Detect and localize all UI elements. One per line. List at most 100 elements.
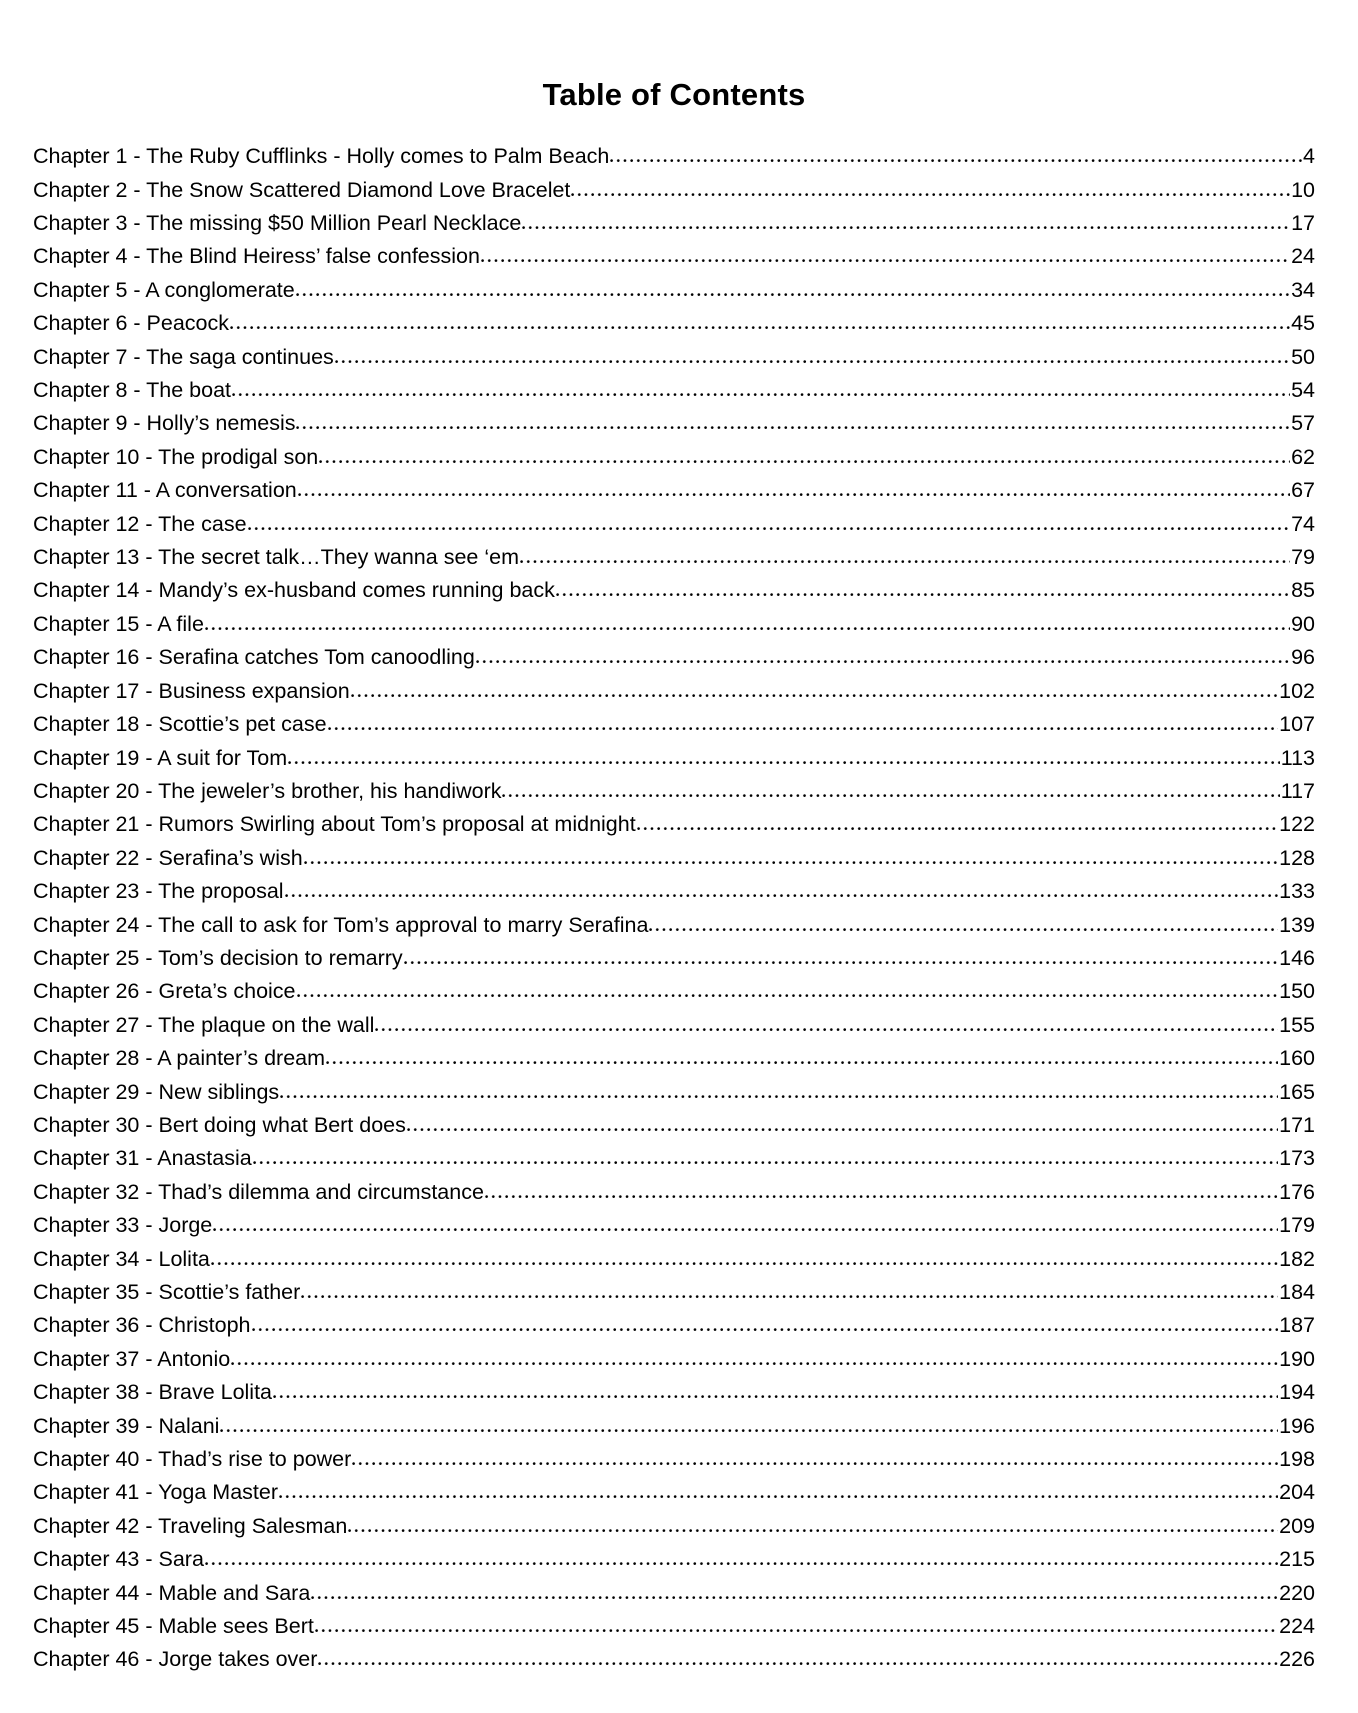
dot-leader (220, 1427, 1279, 1433)
toc-entry[interactable]: Chapter 23 - The proposal 133 (33, 875, 1315, 908)
toc-entry-page-number: 226 (1279, 1647, 1315, 1672)
toc-entry[interactable]: Chapter 3 - The missing $50 Million Pear… (33, 207, 1315, 240)
dot-leader (314, 1628, 1279, 1634)
dot-leader (301, 1294, 1279, 1299)
toc-entry-label: Chapter 41 - Yoga Master (33, 1480, 279, 1505)
toc-entry[interactable]: Chapter 25 - Tom’s decision to remarry 1… (33, 942, 1315, 975)
toc-entry-label: Chapter 40 - Thad’s rise to power (33, 1447, 352, 1472)
toc-entry-label: Chapter 6 - Peacock (33, 311, 229, 336)
toc-entry[interactable]: Chapter 35 - Scottie’s father 184 (33, 1276, 1315, 1309)
toc-entry-label: Chapter 37 - Antonio (33, 1346, 231, 1371)
toc-entry-label: Chapter 21 - Rumors Swirling about Tom’s… (33, 812, 636, 837)
toc-entry[interactable]: Chapter 34 - Lolita 182 (33, 1243, 1315, 1276)
toc-entry[interactable]: Chapter 12 - The case 74 (33, 508, 1315, 541)
toc-entry-page-number: 117 (1280, 778, 1315, 803)
toc-entry-label: Chapter 5 - A conglomerate (33, 277, 295, 302)
toc-entry-label: Chapter 8 - The boat (33, 378, 232, 403)
toc-entry-label: Chapter 16 - Serafina catches Tom canood… (33, 645, 475, 670)
toc-entry[interactable]: Chapter 6 - Peacock 45 (33, 307, 1315, 340)
toc-entry-label: Chapter 43 - Sara (33, 1547, 204, 1572)
toc-entry-page-number: 54 (1291, 378, 1315, 403)
toc-entry[interactable]: Chapter 7 - The saga continues 50 (33, 341, 1315, 374)
dot-leader (297, 492, 1291, 498)
toc-entry-label: Chapter 7 - The saga continues (33, 344, 334, 369)
toc-entry-label: Chapter 42 - Traveling Salesman (33, 1513, 348, 1538)
dot-leader (375, 1026, 1279, 1032)
toc-entry[interactable]: Chapter 43 - Sara 215 (33, 1543, 1315, 1576)
toc-entry[interactable]: Chapter 8 - The boat 54 (33, 374, 1315, 407)
toc-entry[interactable]: Chapter 9 - Holly’s nemesis 57 (33, 407, 1315, 440)
toc-entry[interactable]: Chapter 44 - Mable and Sara 220 (33, 1577, 1315, 1610)
toc-entry-page-number: 204 (1279, 1480, 1315, 1505)
toc-entry[interactable]: Chapter 17 - Business expansion 102 (33, 675, 1315, 708)
toc-entry[interactable]: Chapter 5 - A conglomerate 34 (33, 274, 1315, 307)
toc-entry[interactable]: Chapter 4 - The Blind Heiress’ false con… (33, 240, 1315, 273)
toc-entry[interactable]: Chapter 38 - Brave Lolita 194 (33, 1376, 1315, 1409)
toc-entry[interactable]: Chapter 27 - The plaque on the wall 155 (33, 1009, 1315, 1042)
dot-leader (296, 993, 1279, 999)
toc-entry-page-number: 102 (1279, 678, 1315, 703)
toc-entry-page-number: 107 (1279, 712, 1315, 737)
toc-entry[interactable]: Chapter 15 - A file 90 (33, 608, 1315, 641)
toc-entry[interactable]: Chapter 45 - Mable sees Bert 224 (33, 1610, 1315, 1643)
dot-leader (327, 726, 1279, 732)
toc-entry[interactable]: Chapter 1 - The Ruby Cufflinks - Holly c… (33, 140, 1315, 173)
toc-entry-label: Chapter 30 - Bert doing what Bert does (33, 1112, 406, 1137)
toc-entry[interactable]: Chapter 30 - Bert doing what Bert does 1… (33, 1109, 1315, 1142)
toc-entry-label: Chapter 17 - Business expansion (33, 678, 350, 703)
toc-entry[interactable]: Chapter 22 - Serafina’s wish 128 (33, 842, 1315, 875)
toc-entry[interactable]: Chapter 29 - New siblings 165 (33, 1076, 1315, 1109)
toc-entry[interactable]: Chapter 20 - The jeweler’s brother, his … (33, 775, 1315, 808)
toc-entry-label: Chapter 29 - New siblings (33, 1079, 280, 1104)
toc-entry[interactable]: Chapter 26 - Greta’s choice 150 (33, 975, 1315, 1008)
toc-entry[interactable]: Chapter 24 - The call to ask for Tom’s a… (33, 909, 1315, 942)
toc-entry-page-number: 34 (1291, 277, 1315, 302)
toc-entry[interactable]: Chapter 40 - Thad’s rise to power 198 (33, 1443, 1315, 1476)
toc-entry-page-number: 224 (1279, 1614, 1315, 1639)
toc-entry[interactable]: Chapter 37 - Antonio 190 (33, 1343, 1315, 1376)
toc-entry[interactable]: Chapter 42 - Traveling Salesman 209 (33, 1510, 1315, 1543)
toc-entry[interactable]: Chapter 32 - Thad’s dilemma and circumst… (33, 1176, 1315, 1209)
toc-entry-page-number: 4 (1303, 144, 1315, 169)
dot-leader (334, 358, 1291, 364)
toc-entry-page-number: 171 (1279, 1112, 1315, 1137)
toc-entry-label: Chapter 13 - The secret talk…They wanna … (33, 545, 519, 570)
toc-entry[interactable]: Chapter 28 - A painter’s dream 160 (33, 1042, 1315, 1075)
toc-entry-page-number: 146 (1279, 945, 1315, 970)
dot-leader (279, 1494, 1279, 1500)
toc-entry-page-number: 57 (1291, 411, 1315, 436)
toc-entry[interactable]: Chapter 18 - Scottie’s pet case 107 (33, 708, 1315, 741)
toc-entry[interactable]: Chapter 36 - Christoph 187 (33, 1309, 1315, 1342)
toc-entry[interactable]: Chapter 11 - A conversation 67 (33, 474, 1315, 507)
dot-leader (319, 458, 1291, 464)
dot-leader (555, 592, 1291, 598)
toc-entry-page-number: 96 (1291, 645, 1315, 670)
toc-entry-label: Chapter 45 - Mable sees Bert (33, 1614, 314, 1639)
toc-entry-page-number: 128 (1279, 845, 1315, 870)
toc-entry[interactable]: Chapter 41 - Yoga Master 204 (33, 1476, 1315, 1509)
dot-leader (571, 191, 1291, 197)
toc-entry[interactable]: Chapter 16 - Serafina catches Tom canood… (33, 641, 1315, 674)
dot-leader (280, 1093, 1279, 1099)
toc-entry-page-number: 155 (1279, 1012, 1315, 1037)
dot-leader (522, 225, 1291, 230)
toc-entry[interactable]: Chapter 19 - A suit for Tom 113 (33, 742, 1315, 775)
toc-entry[interactable]: Chapter 39 - Nalani 196 (33, 1410, 1315, 1443)
toc-entry-label: Chapter 31 - Anastasia (33, 1146, 252, 1171)
toc-entry-page-number: 190 (1279, 1346, 1315, 1371)
toc-entry-label: Chapter 38 - Brave Lolita (33, 1380, 273, 1405)
toc-entry[interactable]: Chapter 33 - Jorge 179 (33, 1209, 1315, 1242)
toc-entry-page-number: 90 (1291, 611, 1315, 636)
toc-entry[interactable]: Chapter 31 - Anastasia 173 (33, 1142, 1315, 1175)
toc-entry-page-number: 10 (1291, 177, 1315, 202)
toc-entry[interactable]: Chapter 14 - Mandy’s ex-husband comes ru… (33, 574, 1315, 607)
toc-entry[interactable]: Chapter 10 - The prodigal son 62 (33, 441, 1315, 474)
toc-entry-label: Chapter 15 - A file (33, 611, 204, 636)
toc-entry[interactable]: Chapter 21 - Rumors Swirling about Tom’s… (33, 808, 1315, 841)
toc-entry-page-number: 194 (1279, 1380, 1315, 1405)
dot-leader (303, 859, 1279, 865)
dot-leader (204, 625, 1291, 631)
toc-entry[interactable]: Chapter 2 - The Snow Scattered Diamond L… (33, 174, 1315, 207)
toc-entry[interactable]: Chapter 46 - Jorge takes over 226 (33, 1643, 1315, 1676)
toc-entry[interactable]: Chapter 13 - The secret talk…They wanna … (33, 541, 1315, 574)
